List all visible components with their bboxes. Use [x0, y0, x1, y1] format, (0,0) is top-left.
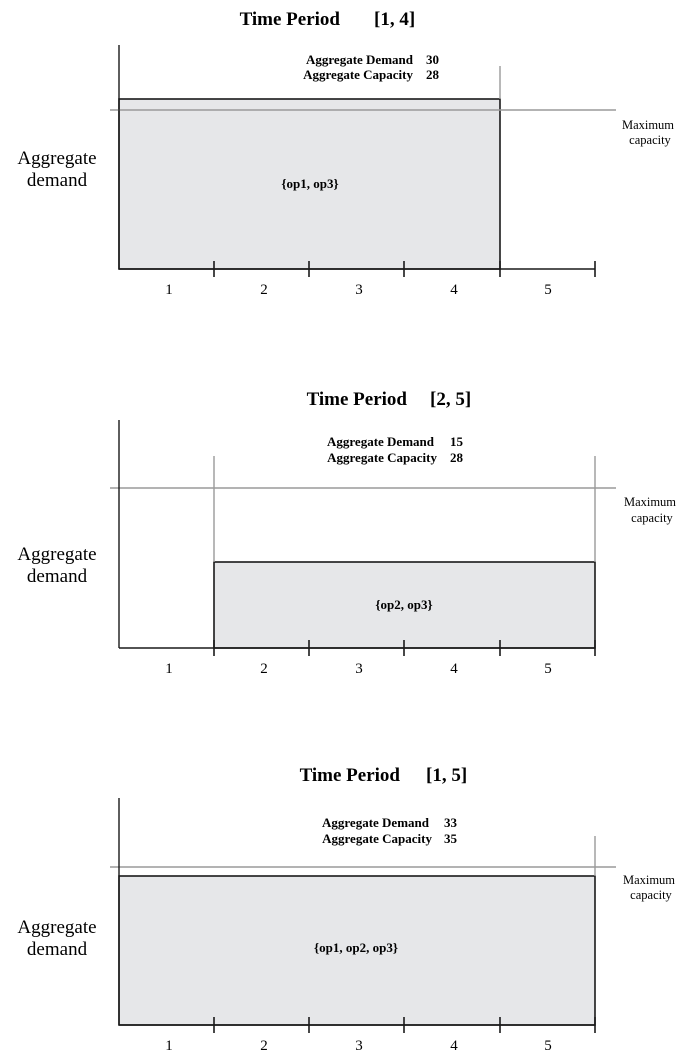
aggregate-demand-label: Aggregate Demand [306, 52, 414, 67]
tick-label-3: 3 [355, 661, 363, 677]
operations-label: {op1, op3} [281, 176, 338, 191]
aggregate-capacity-label: Aggregate Capacity [327, 450, 437, 465]
tick-label-4: 4 [450, 1038, 458, 1054]
max-capacity-label-line1: Maximum [624, 495, 676, 509]
aggregate-demand-label: Aggregate Demand [327, 434, 435, 449]
panel-title-range: [2, 5] [430, 389, 471, 410]
x-ticks [213, 261, 596, 277]
tick-label-4: 4 [450, 661, 458, 677]
max-capacity-label-line2: capacity [629, 133, 671, 147]
tick-label-3: 3 [355, 282, 363, 298]
max-capacity-label-line1: Maximum [622, 118, 674, 132]
tick-label-1: 1 [165, 282, 173, 298]
aggregate-demand-value: 15 [450, 434, 464, 449]
x-ticks [213, 640, 596, 656]
tick-label-2: 2 [260, 282, 268, 298]
operations-label: {op2, op3} [375, 597, 432, 612]
y-axis-label-line1: Aggregate [17, 544, 96, 565]
panel-title-range: [1, 4] [374, 9, 415, 30]
tick-label-2: 2 [260, 1038, 268, 1054]
panel-title-label: Time Period [240, 9, 341, 30]
operations-label: {op1, op2, op3} [314, 940, 398, 955]
y-axis-label-line2: demand [27, 170, 88, 191]
tick-label-1: 1 [165, 1038, 173, 1054]
tick-label-1: 1 [165, 661, 173, 677]
aggregate-capacity-label: Aggregate Capacity [322, 831, 432, 846]
tick-label-2: 2 [260, 661, 268, 677]
aggregate-capacity-value: 28 [426, 67, 440, 82]
tick-label-5: 5 [544, 1038, 552, 1054]
panel-3: Time Period [1, 5] 1 2 3 4 5 Aggregate D… [17, 765, 675, 1054]
panel-title-range: [1, 5] [426, 765, 467, 786]
aggregate-capacity-value: 28 [450, 450, 464, 465]
demand-block [118, 98, 501, 270]
aggregate-capacity-label: Aggregate Capacity [303, 67, 413, 82]
y-axis-label-line1: Aggregate [17, 917, 96, 938]
panel-title-label: Time Period [300, 765, 401, 786]
panel-2: Time Period [2, 5] 1 2 3 4 5 Aggregate D… [17, 389, 676, 677]
y-axis-label-line2: demand [27, 939, 88, 960]
x-ticks [213, 1017, 596, 1033]
aggregate-demand-value: 30 [426, 52, 439, 67]
aggregate-demand-label: Aggregate Demand [322, 815, 430, 830]
y-axis-label-line2: demand [27, 566, 88, 587]
tick-label-4: 4 [450, 282, 458, 298]
aggregate-capacity-value: 35 [444, 831, 458, 846]
max-capacity-label-line2: capacity [630, 888, 672, 902]
max-capacity-label-line2: capacity [631, 511, 673, 525]
max-capacity-label-line1: Maximum [623, 873, 675, 887]
tick-label-5: 5 [544, 282, 552, 298]
tick-label-5: 5 [544, 661, 552, 677]
panel-title-label: Time Period [307, 389, 408, 410]
aggregate-demand-value: 33 [444, 815, 458, 830]
demand-block [118, 875, 596, 1026]
y-axis-label-line1: Aggregate [17, 148, 96, 169]
panel-1: Time Period [1, 4] 1 2 3 4 5 Aggregate D… [17, 9, 674, 298]
tick-label-3: 3 [355, 1038, 363, 1054]
